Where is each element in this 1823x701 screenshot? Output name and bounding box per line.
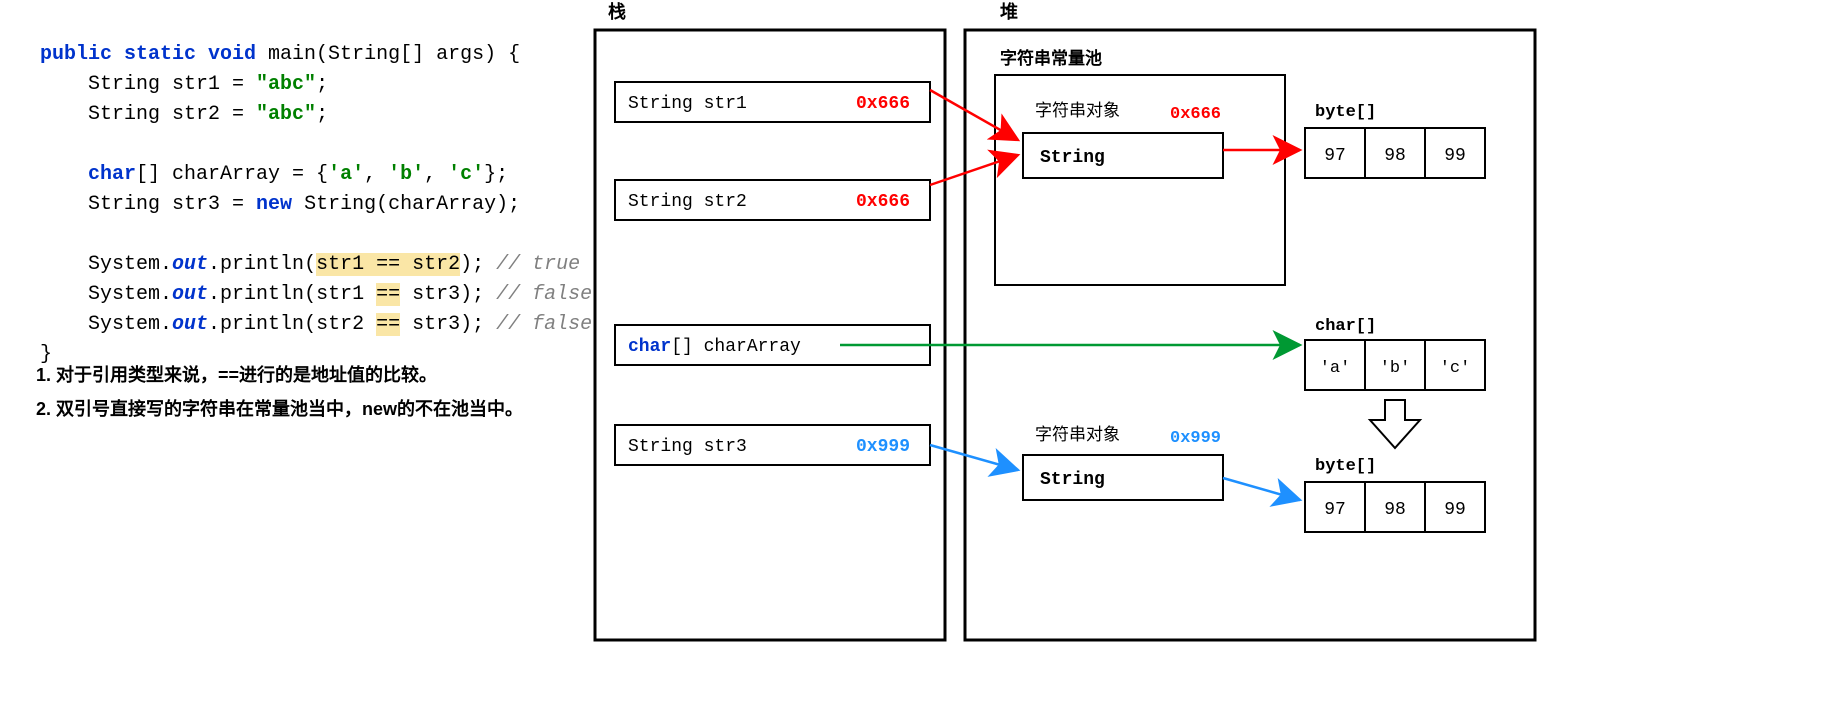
- down-arrow-icon: [1370, 400, 1420, 448]
- svg-text:byte[]: byte[]: [1315, 457, 1376, 476]
- heap-label: 堆: [1000, 1, 1018, 22]
- svg-text:0x999: 0x999: [856, 437, 910, 457]
- char-array: char[] 'a' 'b' 'c': [1305, 317, 1485, 390]
- svg-text:String: String: [1040, 470, 1105, 490]
- byte-array-bottom: byte[] 97 98 99: [1305, 457, 1485, 532]
- svg-text:字符串对象: 字符串对象: [1035, 101, 1120, 120]
- stack-str1: String str1 0x666: [615, 82, 930, 122]
- svg-text:String str3: String str3: [628, 437, 747, 457]
- svg-text:99: 99: [1444, 146, 1466, 166]
- svg-text:'a': 'a': [1320, 359, 1351, 378]
- heap-box: [965, 30, 1535, 640]
- svg-text:97: 97: [1324, 500, 1346, 520]
- svg-text:98: 98: [1384, 146, 1406, 166]
- svg-text:String: String: [1040, 148, 1105, 168]
- svg-text:String str2: String str2: [628, 192, 747, 212]
- svg-text:byte[]: byte[]: [1315, 103, 1376, 122]
- svg-text:String str1: String str1: [628, 94, 747, 114]
- heap-string-obj-2: 字符串对象 0x999 String: [1023, 425, 1223, 500]
- svg-text:char[]: char[]: [1315, 317, 1376, 336]
- arrow-obj-to-byte2: [1223, 478, 1300, 500]
- svg-text:'b': 'b': [1380, 359, 1411, 378]
- svg-text:98: 98: [1384, 500, 1406, 520]
- stack-str3: String str3 0x999: [615, 425, 930, 465]
- svg-text:0x666: 0x666: [1170, 105, 1221, 124]
- pool-label: 字符串常量池: [1000, 48, 1102, 68]
- arrow-str3-to-obj: [930, 445, 1018, 470]
- stack-label: 栈: [608, 1, 626, 22]
- svg-text:97: 97: [1324, 146, 1346, 166]
- byte-array-top: byte[] 97 98 99: [1305, 103, 1485, 178]
- svg-text:0x666: 0x666: [856, 94, 910, 114]
- svg-text:字符串对象: 字符串对象: [1035, 425, 1120, 444]
- arrow-str1-to-pool: [930, 90, 1018, 140]
- svg-text:0x666: 0x666: [856, 192, 910, 212]
- svg-text:'c': 'c': [1440, 359, 1471, 378]
- svg-text:char[] charArray: char[] charArray: [628, 337, 801, 357]
- arrow-str2-to-pool: [930, 155, 1018, 185]
- stack-str2: String str2 0x666: [615, 180, 930, 220]
- svg-text:99: 99: [1444, 500, 1466, 520]
- svg-text:0x999: 0x999: [1170, 429, 1221, 448]
- pool-string-obj: 字符串对象 0x666 String: [1023, 101, 1223, 178]
- memory-diagram: 栈 堆 String str1 0x666 String str2 0x666 …: [0, 0, 1823, 701]
